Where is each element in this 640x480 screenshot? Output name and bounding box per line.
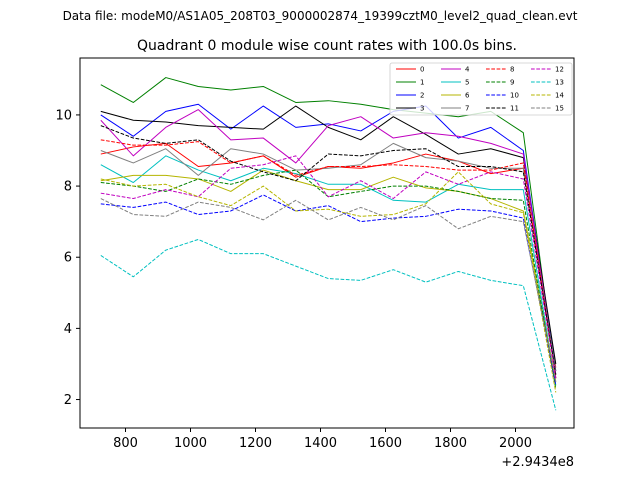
legend-label-8: 8 — [510, 66, 514, 74]
legend-label-7: 7 — [465, 105, 469, 113]
series-line-5 — [100, 155, 557, 386]
legend-label-6: 6 — [465, 92, 470, 100]
legend-label-12: 12 — [555, 66, 564, 74]
legend-label-0: 0 — [420, 66, 424, 74]
x-tick-label: 800 — [113, 436, 138, 451]
legend-label-15: 15 — [555, 105, 564, 113]
legend-label-14: 14 — [555, 92, 564, 100]
series-line-7 — [100, 142, 557, 372]
legend-label-11: 11 — [510, 105, 519, 113]
legend-frame — [389, 62, 573, 116]
legend-label-1: 1 — [420, 79, 424, 87]
series-line-14 — [100, 171, 557, 393]
series-line-8 — [100, 139, 557, 379]
x-tick-label: 2000 — [499, 436, 532, 451]
y-tick-label: 4 — [64, 322, 72, 337]
series-line-2 — [100, 103, 557, 372]
series-line-3 — [100, 105, 557, 365]
plot-frame — [79, 57, 575, 429]
x-tick-label: 1600 — [369, 436, 402, 451]
series-line-11 — [100, 125, 557, 375]
y-tick-label: 6 — [64, 251, 72, 266]
legend-label-2: 2 — [420, 92, 424, 100]
figure-suptitle: Data file: modeM0/AS1A05_208T03_90000028… — [63, 9, 578, 23]
y-tick-label: 8 — [64, 180, 72, 195]
legend-label-3: 3 — [420, 105, 424, 113]
plot-series-group — [100, 77, 557, 411]
legend-label-13: 13 — [555, 79, 564, 87]
series-line-4 — [100, 109, 557, 375]
series-line-10 — [100, 194, 557, 386]
series-line-12 — [100, 155, 557, 379]
x-axis: 800 1000 1200 1400 1600 1800 2000 — [113, 428, 532, 451]
x-tick-label: 1800 — [434, 436, 467, 451]
x-tick-label: 1200 — [239, 436, 272, 451]
series-line-13 — [100, 238, 557, 411]
y-tick-label: 2 — [64, 393, 72, 408]
legend-label-4: 4 — [465, 66, 470, 74]
x-tick-label: 1000 — [174, 436, 207, 451]
y-axis: 2 4 6 8 10 — [55, 108, 80, 408]
legend-label-9: 9 — [510, 79, 514, 87]
chart-title: Quadrant 0 module wise count rates with … — [137, 38, 517, 54]
legend-label-10: 10 — [510, 92, 519, 100]
x-offset-label: +2.9434e8 — [501, 455, 574, 470]
series-line-15 — [100, 198, 557, 382]
y-tick-label: 10 — [55, 108, 72, 123]
x-tick-label: 1400 — [304, 436, 337, 451]
legend-label-5: 5 — [465, 79, 469, 87]
